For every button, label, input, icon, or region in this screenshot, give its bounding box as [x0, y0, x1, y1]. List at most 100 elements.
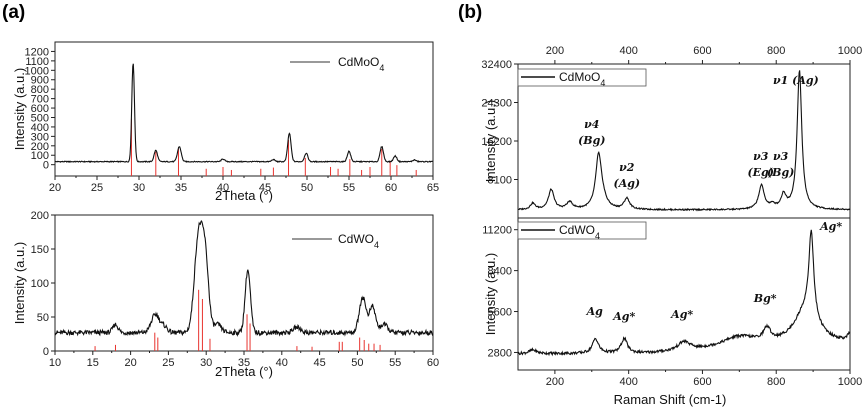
peak-annotation: Ag	[586, 305, 604, 318]
y-tick-label: 100	[31, 278, 49, 290]
annotation-sub: (Bg)	[767, 166, 794, 179]
peak-annotation: ν1 (Ag)	[773, 74, 819, 87]
reference-pattern	[94, 289, 381, 351]
x-tick-label: 55	[389, 357, 401, 369]
annotation-text: ν3	[753, 150, 769, 163]
annotation-text: Ag*	[819, 220, 842, 233]
x-tick-label: 15	[87, 357, 99, 369]
y-tick-label: 300	[31, 131, 49, 143]
peak-annotation: Ag*	[670, 308, 693, 321]
panel-b-label: (b)	[458, 2, 482, 23]
raman-xlabel: Raman Shift (cm-1)	[614, 392, 727, 407]
x-tick-label: 30	[200, 357, 212, 369]
y-axis-label: Intensity (a.u.)	[12, 242, 27, 324]
x-tick-label: 1000	[838, 45, 862, 57]
x-tick-label: 55	[343, 182, 355, 194]
y-tick-label: 900	[31, 75, 49, 87]
x-tick-label: 800	[767, 45, 785, 57]
x-tick-label: 40	[276, 357, 288, 369]
xrd-cdmoo4-chart: 20 25 30 35 40 45 50 55 60 65 01002003004005006007…	[12, 41, 439, 203]
peak-annotation: ν3 (Bg)	[767, 150, 794, 179]
y-tick-label: 16200	[481, 136, 512, 148]
annotation-text: ν2	[619, 161, 635, 174]
peak-annotation: Bg*	[753, 292, 777, 305]
y-tick-label: 100	[31, 150, 49, 162]
y-tick-label: 500	[31, 112, 49, 124]
x-tick-label: 25	[162, 357, 174, 369]
peak-annotation: ν3 (Eg)	[747, 150, 774, 179]
annotation-text: Ag*	[670, 308, 693, 321]
x-tick-label: 20	[49, 182, 61, 194]
x-tick-label: 45	[259, 182, 271, 194]
annotation-sub: (Ag)	[614, 177, 641, 190]
xrd-cdwo4-chart: 10 15 20 25 30 35 40 45 50 55 60 0 50 100 150 200 2Theta…	[12, 210, 439, 379]
annotation-text: ν3	[773, 150, 789, 163]
reference-pattern	[130, 118, 417, 176]
x-tick-label: 30	[133, 182, 145, 194]
annotation-sub: (Bg)	[578, 134, 605, 147]
peak-annotation: Ag*	[819, 220, 842, 233]
y-tick-label: 400	[31, 122, 49, 134]
plot-frame	[54, 214, 434, 352]
x-axis-label: 2Theta (°)	[215, 188, 273, 203]
legend: CdWO4	[517, 221, 647, 241]
y-axis-label: Intensity (a.u.)	[483, 253, 498, 335]
legend-label: CdMoO4	[559, 70, 605, 88]
y-tick-label: 11200	[482, 225, 512, 237]
y-tick-label: 24300	[481, 98, 512, 110]
y-tick-label: 0	[43, 160, 49, 172]
x-tick-label: 25	[91, 182, 103, 194]
legend-label: CdWO4	[559, 223, 600, 241]
y-tick-label: 700	[31, 94, 49, 106]
y-tick-label: 2800	[488, 347, 512, 359]
legend-box	[517, 68, 647, 87]
legend: CdWO4	[292, 232, 379, 250]
x-tick-label: 400	[619, 45, 637, 57]
legend-label: CdMoO4	[338, 55, 384, 73]
peak-annotation: ν4 (Bg)	[578, 118, 605, 147]
x-tick-label: 10	[49, 357, 61, 369]
y-tick-label: 200	[31, 141, 49, 153]
raman-cdmoo4-chart: 200 400 600 800 1000 8100 16200 24300 32400 Inten…	[481, 45, 862, 219]
x-tick-label: 50	[301, 182, 313, 194]
x-tick-label: 60	[385, 182, 397, 194]
legend-box	[517, 221, 647, 240]
y-axis-label: Intensity (a.u.)	[483, 100, 498, 182]
annotation-text: Ag*	[612, 310, 635, 323]
y-axis-label: Intensity (a.u.)	[12, 68, 27, 150]
y-tick-label: 8400	[488, 266, 512, 278]
y-tick-label: 0	[43, 346, 49, 358]
x-tick-label: 600	[693, 376, 711, 388]
y-tick-label: 50	[37, 312, 49, 324]
x-tick-label: 20	[124, 357, 136, 369]
legend-label: CdWO4	[338, 232, 379, 250]
x-tick-label: 40	[217, 182, 229, 194]
x-tick-label: 50	[351, 357, 363, 369]
series-line	[54, 63, 434, 164]
x-tick-label: 35	[238, 357, 250, 369]
x-tick-label: 65	[427, 182, 439, 194]
annotation-sub: (Eg)	[747, 166, 774, 179]
x-axis-label: 2Theta (°)	[215, 364, 273, 379]
series-line	[54, 220, 434, 337]
x-tick-label: 1000	[838, 376, 862, 388]
x-tick-label: 200	[546, 376, 564, 388]
series-line	[517, 70, 851, 212]
annotation-text: ν1 (Ag)	[773, 74, 819, 87]
x-tick-label: 60	[427, 357, 439, 369]
y-tick-label: 150	[31, 244, 49, 256]
annotation-text: ν4	[584, 118, 599, 131]
panel-a-label: (a)	[2, 2, 25, 23]
y-tick-label: 800	[31, 84, 49, 96]
y-tick-label: 1000	[25, 65, 49, 77]
legend: CdMoO4	[290, 55, 384, 73]
x-tick-label: 45	[313, 357, 325, 369]
raman-xlabel-text: Raman Shift (cm-1)	[614, 392, 727, 407]
x-tick-label: 600	[693, 45, 711, 57]
annotation-text: Bg*	[753, 292, 777, 305]
y-tick-label: 600	[31, 103, 49, 115]
series-line	[517, 229, 851, 357]
annotation-text: Ag	[586, 305, 604, 318]
x-tick-label: 200	[546, 45, 564, 57]
y-tick-label: 1200	[25, 46, 49, 58]
